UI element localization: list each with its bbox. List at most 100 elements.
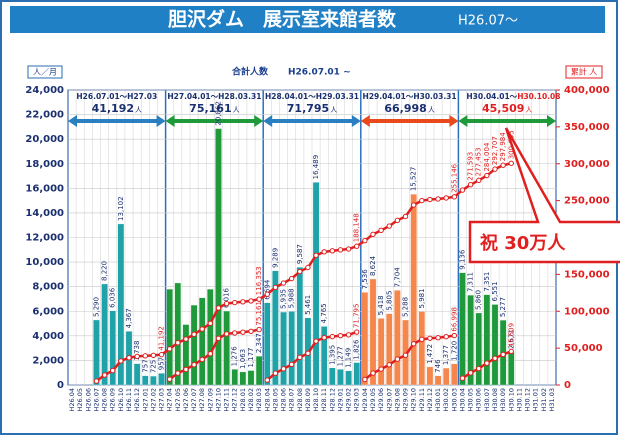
bar-value-label: 5,988	[288, 288, 296, 308]
period-arrow-head	[156, 115, 166, 127]
bar-value-label: 725	[149, 360, 157, 373]
cumulative-point	[264, 377, 270, 383]
period-label: H30.04.01～	[466, 92, 517, 101]
x-tick-label: H30.12	[524, 388, 532, 412]
cumulative-point	[232, 299, 238, 306]
x-tick-label: H29.05	[369, 388, 377, 412]
line-value-label: 284,004	[483, 142, 491, 171]
cumulative-point	[126, 355, 132, 361]
cumulative-point	[484, 172, 490, 179]
cumulative-point	[443, 334, 449, 340]
period-label: H29.04.01～H30.03.31	[363, 92, 457, 101]
cumulative-point	[394, 217, 401, 224]
bar-value-label: 5,461	[304, 295, 312, 315]
x-tick-label: H28.11	[320, 388, 328, 412]
cumulative-line	[95, 162, 512, 383]
cumulative-point	[419, 197, 425, 204]
period-label: H26.07.01～H27.03	[76, 92, 157, 101]
y-tick-label: 20,000	[25, 134, 64, 145]
x-tick-label: H27.08	[198, 388, 206, 412]
bar	[491, 304, 499, 386]
cumulative-point	[215, 305, 222, 311]
cumulative-point	[402, 213, 409, 220]
cumulative-point	[305, 350, 311, 357]
bar	[361, 292, 369, 386]
cumulative-point	[183, 336, 189, 342]
bar	[467, 294, 474, 386]
x-tick-label: H27.07	[190, 388, 198, 412]
x-tick-label: H29.07	[385, 388, 393, 412]
bar-value-label: 1,277	[336, 346, 344, 366]
x-tick-label: H29.06	[377, 388, 385, 412]
line-value-label: 66,998	[450, 307, 458, 332]
bar-value-label: 5,418	[377, 295, 385, 315]
cumulative-point	[248, 328, 254, 334]
y2-tick-label: 400,000	[564, 85, 610, 96]
bar-value-label: 8,624	[369, 255, 377, 276]
x-tick-label: H31.01	[532, 388, 540, 412]
x-tick-label: H26.12	[133, 388, 141, 412]
x-tick-label: H30.09	[499, 388, 507, 412]
y-tick-label: 0	[57, 380, 64, 391]
period-total: 66,998	[384, 102, 426, 115]
line-value-label: 75,161	[255, 301, 263, 326]
y-label-box	[27, 65, 63, 79]
x-tick-label: H31.02	[540, 388, 548, 412]
cumulative-point	[207, 320, 214, 327]
line-value-label: 271,593	[467, 152, 475, 181]
bar-value-label: 1,149	[345, 348, 353, 368]
y-tick-label: 18,000	[25, 159, 64, 170]
bar-value-label: 1,738	[133, 341, 141, 361]
bar-value-label: 1,177	[247, 347, 255, 367]
cumulative-point	[427, 196, 433, 203]
x-tick-label: H26.09	[109, 388, 117, 412]
cumulative-point	[207, 351, 214, 357]
cumulative-point	[354, 243, 360, 249]
y2-tick-label: 300,000	[564, 159, 610, 170]
bar-value-label: 5,288	[402, 297, 410, 317]
x-tick-label: H27.01	[141, 388, 149, 412]
y-tick-label: 2,000	[32, 355, 64, 366]
y2-axis-label: 累計 人	[571, 67, 598, 77]
x-tick-label: H27.12	[231, 388, 239, 412]
cumulative-point	[101, 372, 108, 378]
bar	[377, 318, 385, 386]
period-label: H28.04.01～H29.03.31	[265, 92, 359, 101]
bar-value-label: 1,472	[426, 344, 434, 364]
bar	[231, 369, 238, 386]
cumulative-point	[199, 356, 205, 363]
cumulative-point	[223, 331, 230, 337]
bar	[198, 297, 206, 386]
period-total: 75,161	[189, 102, 231, 115]
cumulative-point	[329, 333, 336, 340]
cumulative-point	[264, 291, 270, 297]
chart-subtitle: H26.07～	[458, 14, 518, 29]
cumulative-point	[402, 352, 409, 358]
bar	[288, 311, 295, 386]
cumulative-point	[175, 370, 181, 376]
x-tick-label: H29.11	[418, 388, 426, 412]
bar-value-label: 15,527	[410, 167, 418, 192]
bar	[451, 363, 458, 386]
period-unit: 人	[330, 106, 337, 114]
cumulative-point	[240, 329, 246, 335]
title-bar	[10, 6, 605, 33]
cumulative-point	[435, 335, 441, 341]
bar	[264, 302, 271, 386]
period-arrow-head	[165, 115, 175, 127]
bar-value-label: 5,860	[475, 290, 483, 310]
cumulative-point	[492, 166, 498, 172]
bar	[508, 352, 515, 386]
cumulative-point	[199, 326, 205, 332]
x-tick-label: H31.03	[548, 388, 556, 412]
cumulative-point	[467, 182, 474, 188]
cumulative-point	[256, 326, 262, 333]
bar	[133, 363, 141, 386]
y-tick-label: 10,000	[25, 257, 64, 268]
cumulative-point	[500, 351, 506, 358]
cumulative-point	[500, 162, 506, 168]
x-tick-label: H26.04	[68, 388, 76, 412]
x-tick-label: H27.10	[214, 388, 222, 412]
bar-value-label: 1,395	[328, 345, 336, 365]
y2-tick-label: 50,000	[564, 343, 603, 354]
